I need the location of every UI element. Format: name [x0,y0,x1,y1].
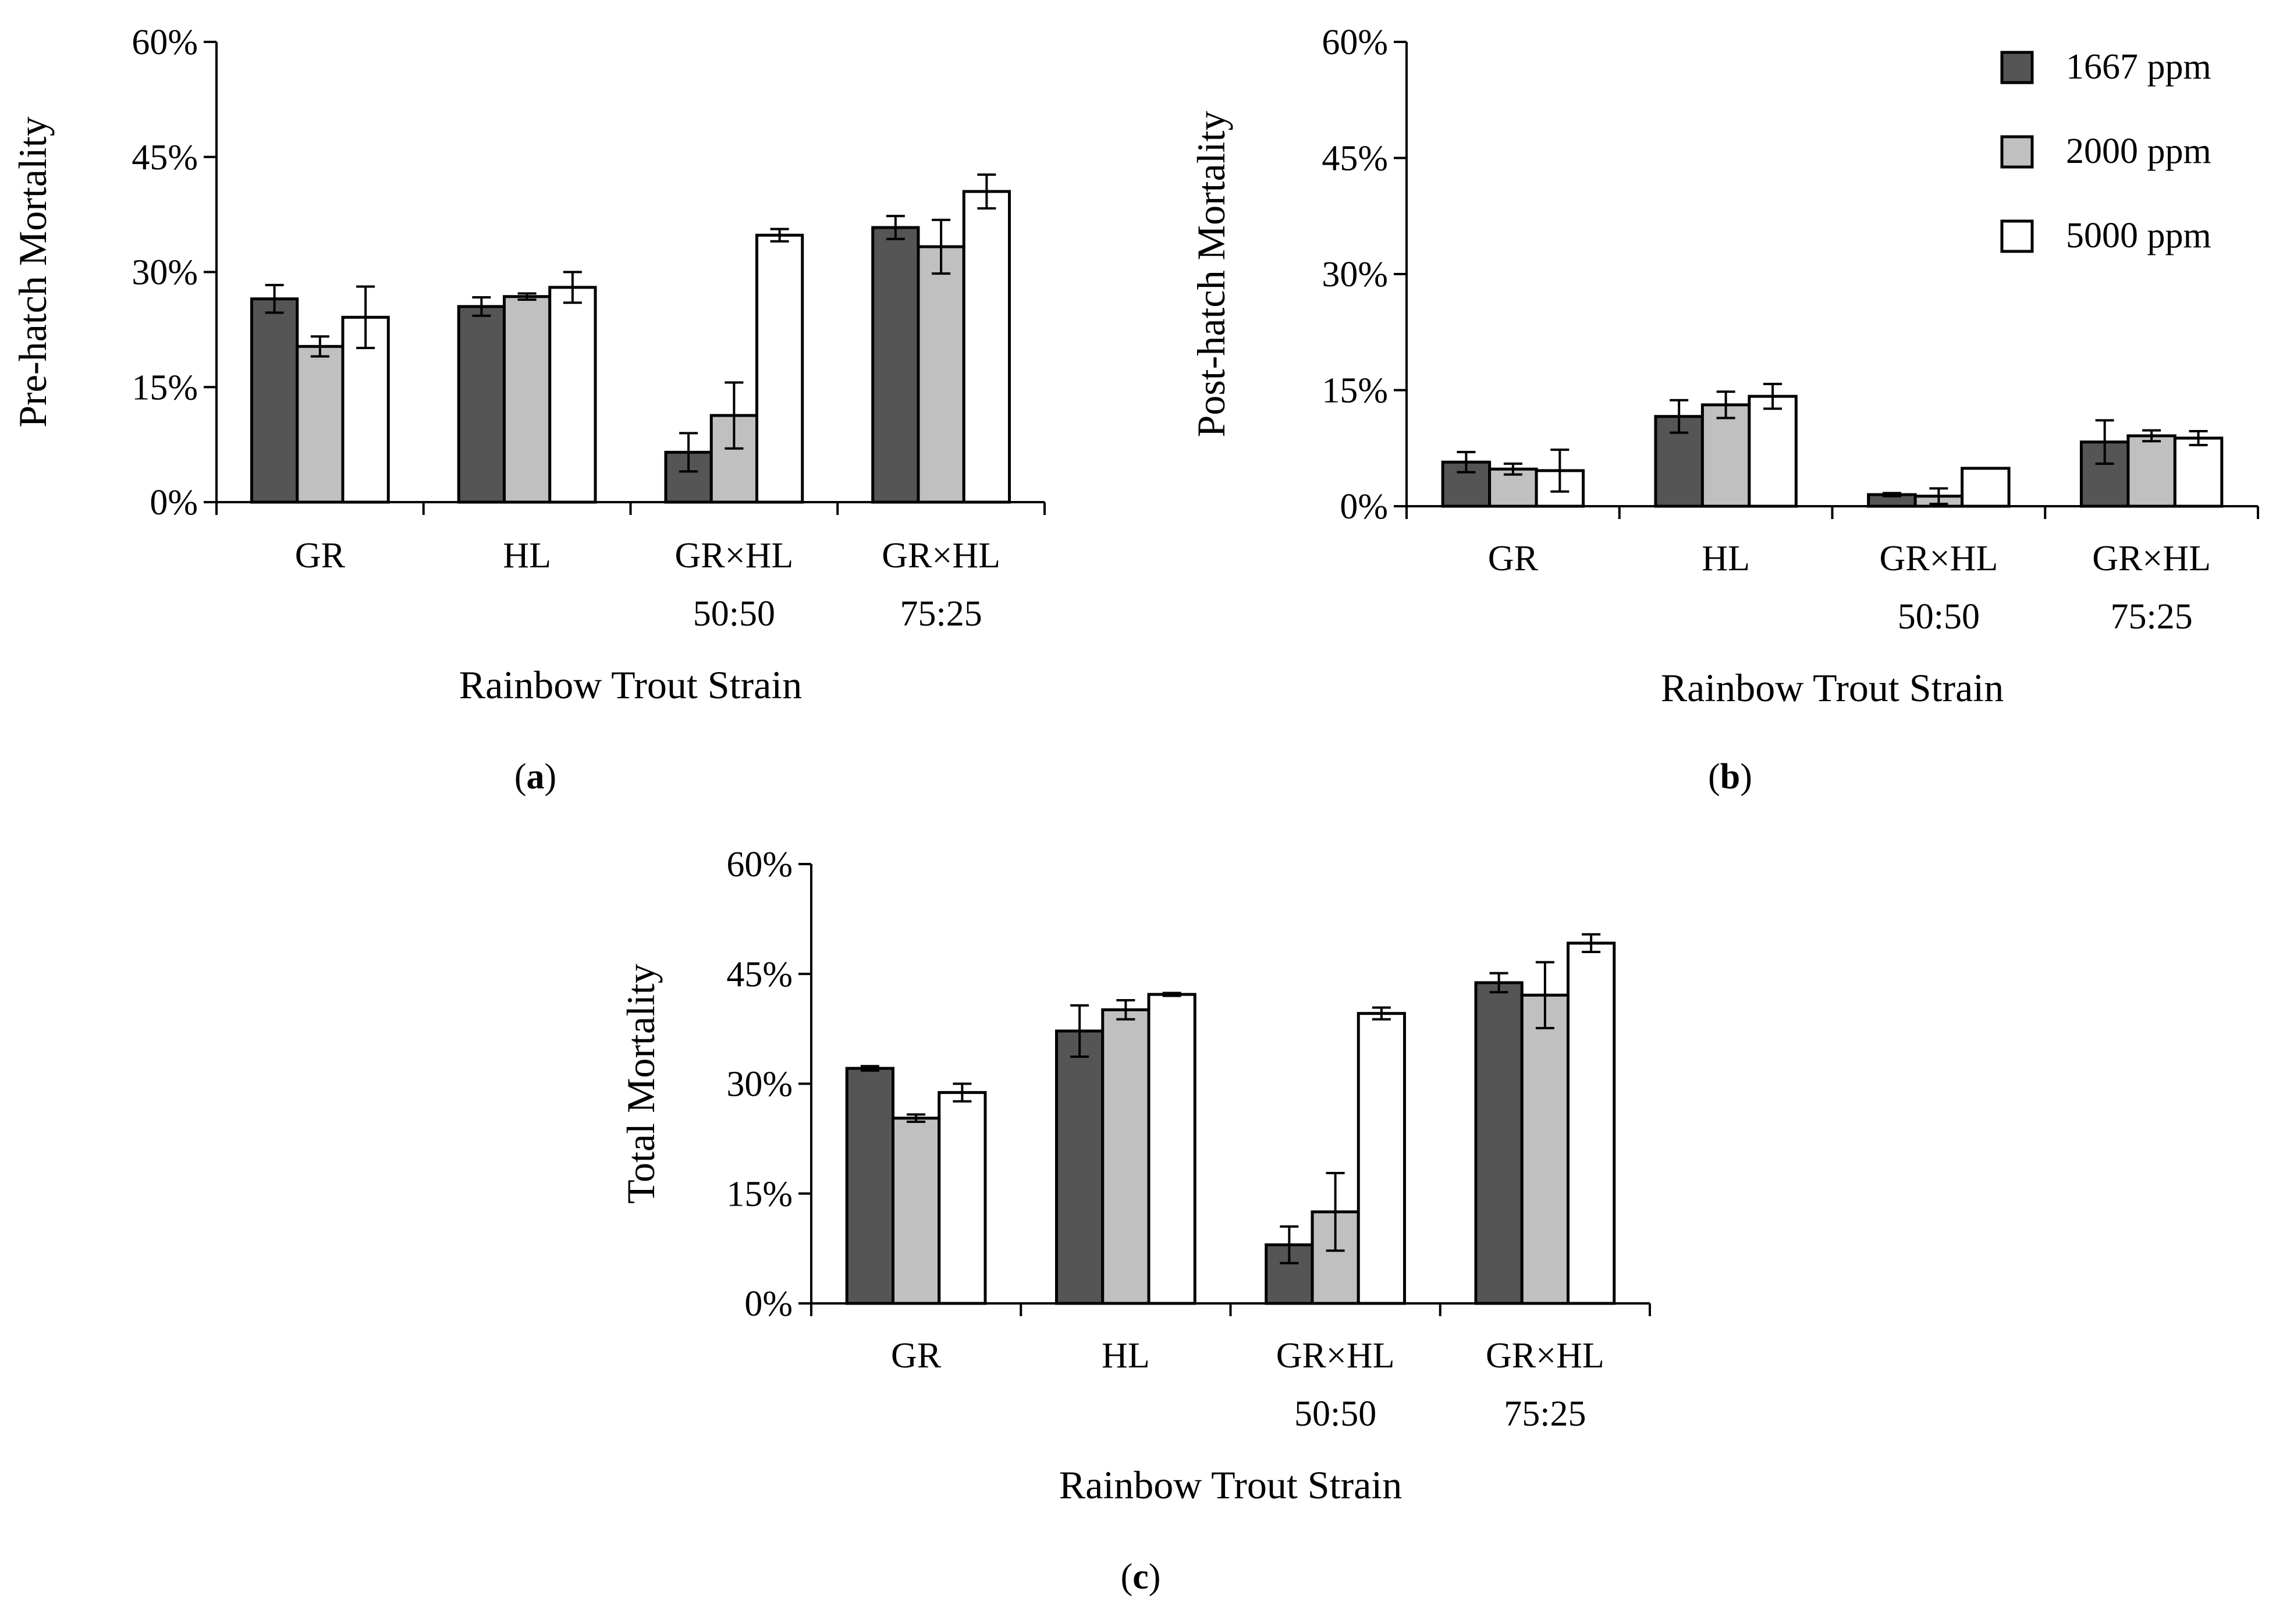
y-axis-title: Post-hatch Mortality [1189,111,1233,438]
y-tick-label: 15% [132,368,198,407]
category-label-line: HL [1102,1336,1150,1376]
bar [917,245,965,504]
category-label-line: 50:50 [1294,1394,1376,1434]
category-label-line: 75:25 [1504,1394,1586,1434]
panel-label-letter: c [1132,1557,1149,1597]
panel-label-close: ) [545,757,557,797]
bar [2126,434,2176,508]
category-label-line: HL [503,536,551,575]
category-label: HL [503,536,551,575]
y-tick-label: 60% [1322,23,1388,62]
y-tick-label: 60% [132,23,198,62]
bar [1054,1029,1105,1305]
bar [755,233,804,504]
bar [845,1067,894,1305]
category-label-line: GR×HL [2092,539,2211,578]
bar [1520,993,1570,1305]
legend-label: 5000 ppm [2066,216,2211,255]
panel-c: 0% 15% 30% 45% 60% GR HL GR×HL 50:50 GR×HL 75:25 Ra… [619,845,1651,1597]
x-axis-title: Rainbow Trout Strain [459,663,802,707]
category-label-line: GR [891,1336,942,1376]
y-tick-label: 30% [1322,255,1388,294]
bar [457,305,506,504]
bar [962,190,1011,504]
bar [938,1091,987,1305]
panel-label: (b) [1708,757,1752,797]
y-tick-label: 45% [132,138,198,177]
category-label: GR×HL 50:50 [1276,1336,1395,1434]
panel-label: (a) [514,757,556,797]
bar [1700,403,1751,508]
category-label: HL [1702,539,1750,578]
panel-label-close: ) [1149,1557,1161,1597]
legend-label: 1667 ppm [2066,47,2211,87]
panel-label-open: ( [1708,757,1720,797]
category-label: GR×HL 50:50 [675,536,794,634]
panel-label-letter: a [527,757,545,797]
bar [871,226,920,504]
y-tick-label: 30% [132,253,198,293]
bar [891,1117,941,1305]
panel-label: (c) [1121,1557,1161,1597]
bar [1961,467,2011,508]
category-label-line: GR [295,536,346,575]
y-tick-label: 45% [1322,139,1388,179]
bar [1474,981,1524,1305]
bar [1357,1012,1407,1305]
y-axis-title: Total Mortality [619,964,663,1204]
category-label: GR×HL 75:25 [882,536,1000,634]
x-axis-title: Rainbow Trout Strain [1661,666,2004,710]
category-label-line: HL [1702,539,1750,578]
legend: 1667 ppm 2000 ppm 5000 ppm [2000,47,2211,255]
legend-swatch [2000,219,2034,253]
y-tick-label: 15% [726,1174,793,1214]
bar [1101,1008,1151,1305]
panel-label-letter: b [1720,757,1740,797]
y-tick-label: 0% [150,483,198,523]
bar [1567,941,1616,1305]
bar [2173,436,2224,508]
category-label: GR [1488,539,1539,578]
y-tick-label: 60% [726,845,793,884]
bar [250,297,299,504]
category-label-line: GR×HL [1880,539,1998,578]
category-label: GR×HL 75:25 [1486,1336,1604,1434]
bar [1147,993,1196,1305]
category-label-line: GR [1488,539,1539,578]
panel-label-open: ( [514,757,527,797]
category-label: GR×HL 75:25 [2092,539,2211,637]
legend-label: 2000 ppm [2066,132,2211,171]
bar [296,344,345,504]
category-label-line: 50:50 [693,594,775,634]
category-label-line: GR×HL [1276,1336,1395,1376]
panel-b: 0% 15% 30% 45% 60% GR HL GR×HL 50:50 GR×HL 75:25 Ra… [1189,23,2259,797]
y-tick-label: 0% [744,1284,793,1324]
bar [548,286,597,504]
category-label-line: 50:50 [1898,597,1980,637]
y-tick-label: 0% [1340,487,1388,527]
panel-label-close: ) [1740,757,1752,797]
panel-label-open: ( [1121,1557,1133,1597]
x-axis-title: Rainbow Trout Strain [1059,1463,1402,1507]
y-axis-title: Pre-hatch Mortality [10,116,55,427]
category-label: GR [891,1336,942,1376]
legend-swatch [2000,135,2034,169]
y-tick-label: 45% [726,955,793,994]
category-label-line: GR×HL [675,536,794,575]
y-tick-label: 15% [1322,371,1388,411]
category-label-line: 75:25 [2111,597,2193,637]
bar [1748,395,1798,508]
bar [502,295,552,504]
category-label-line: GR×HL [882,536,1000,575]
y-tick-label: 30% [726,1065,793,1104]
legend-swatch [2000,51,2034,84]
category-label: GR×HL 50:50 [1880,539,1998,637]
category-label: HL [1102,1336,1150,1376]
category-label-line: 75:25 [900,594,982,634]
panel-a: 0% 15% 30% 45% 60% GR HL GR×HL 50:50 GR×HL 75:25 Ra… [10,23,1046,797]
category-label: GR [295,536,346,575]
category-label-line: GR×HL [1486,1336,1604,1376]
